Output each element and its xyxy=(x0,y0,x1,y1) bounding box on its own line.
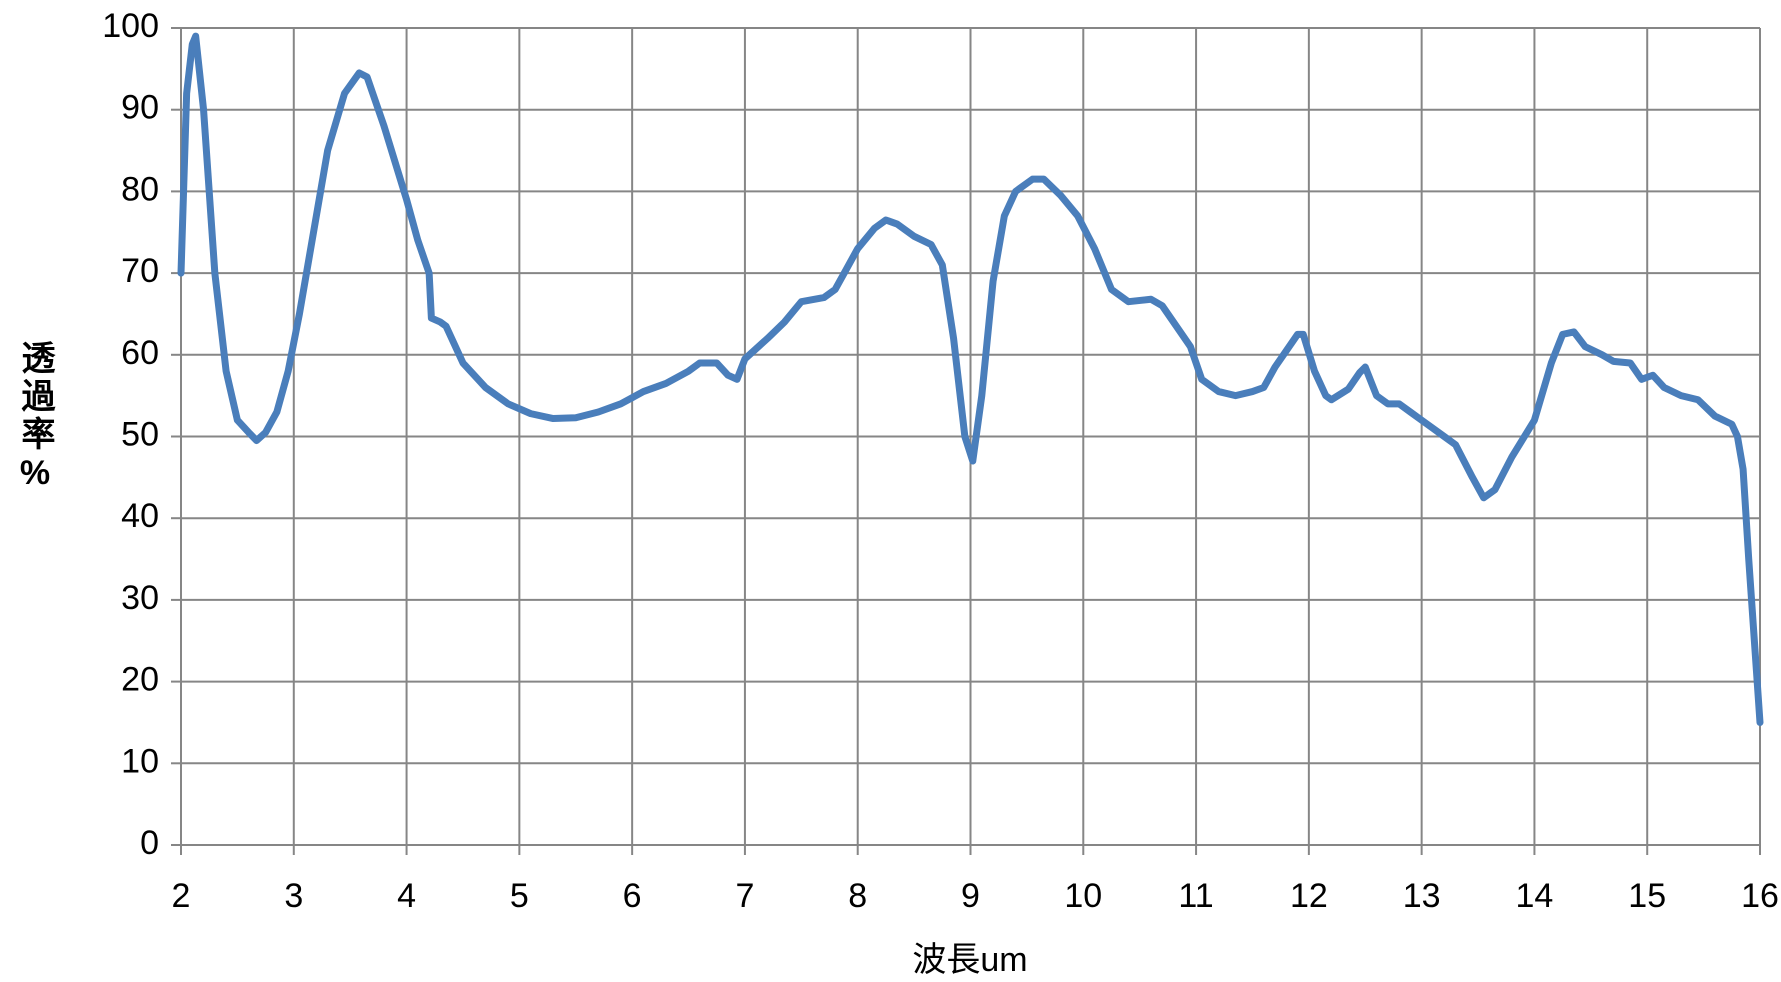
x-tick-label: 14 xyxy=(1516,877,1554,915)
x-tick-label: 16 xyxy=(1741,877,1779,915)
y-tick-label: 60 xyxy=(121,334,159,372)
x-tick-label: 10 xyxy=(1064,877,1102,915)
x-tick-label: 7 xyxy=(735,877,754,915)
y-tick-label: 100 xyxy=(102,7,159,45)
y-tick-label: 90 xyxy=(121,89,159,127)
x-axis-label: 波長um xyxy=(912,941,1027,979)
data-line xyxy=(177,32,1764,726)
x-tick-label: 4 xyxy=(397,877,416,915)
y-axis-label: 透過率% xyxy=(16,340,54,496)
x-tick-label: 5 xyxy=(510,877,529,915)
x-tick-label: 12 xyxy=(1290,877,1328,915)
y-tick-label: 40 xyxy=(121,497,159,535)
y-tick-label: 80 xyxy=(121,170,159,208)
x-tick-label: 2 xyxy=(172,877,191,915)
x-tick-label: 9 xyxy=(961,877,980,915)
y-tick-label: 10 xyxy=(121,742,159,780)
y-tick-label: 70 xyxy=(121,252,159,290)
x-tick-label: 6 xyxy=(623,877,642,915)
x-tick-label: 8 xyxy=(848,877,867,915)
x-tick-label: 15 xyxy=(1628,877,1666,915)
y-tick-label: 50 xyxy=(121,415,159,453)
y-tick-label: 30 xyxy=(121,579,159,617)
x-tick-label: 13 xyxy=(1403,877,1441,915)
y-tick-label: 0 xyxy=(140,824,159,862)
x-tick-label: 11 xyxy=(1178,877,1213,915)
y-tick-label: 20 xyxy=(121,661,159,699)
x-tick-label: 3 xyxy=(284,877,303,915)
